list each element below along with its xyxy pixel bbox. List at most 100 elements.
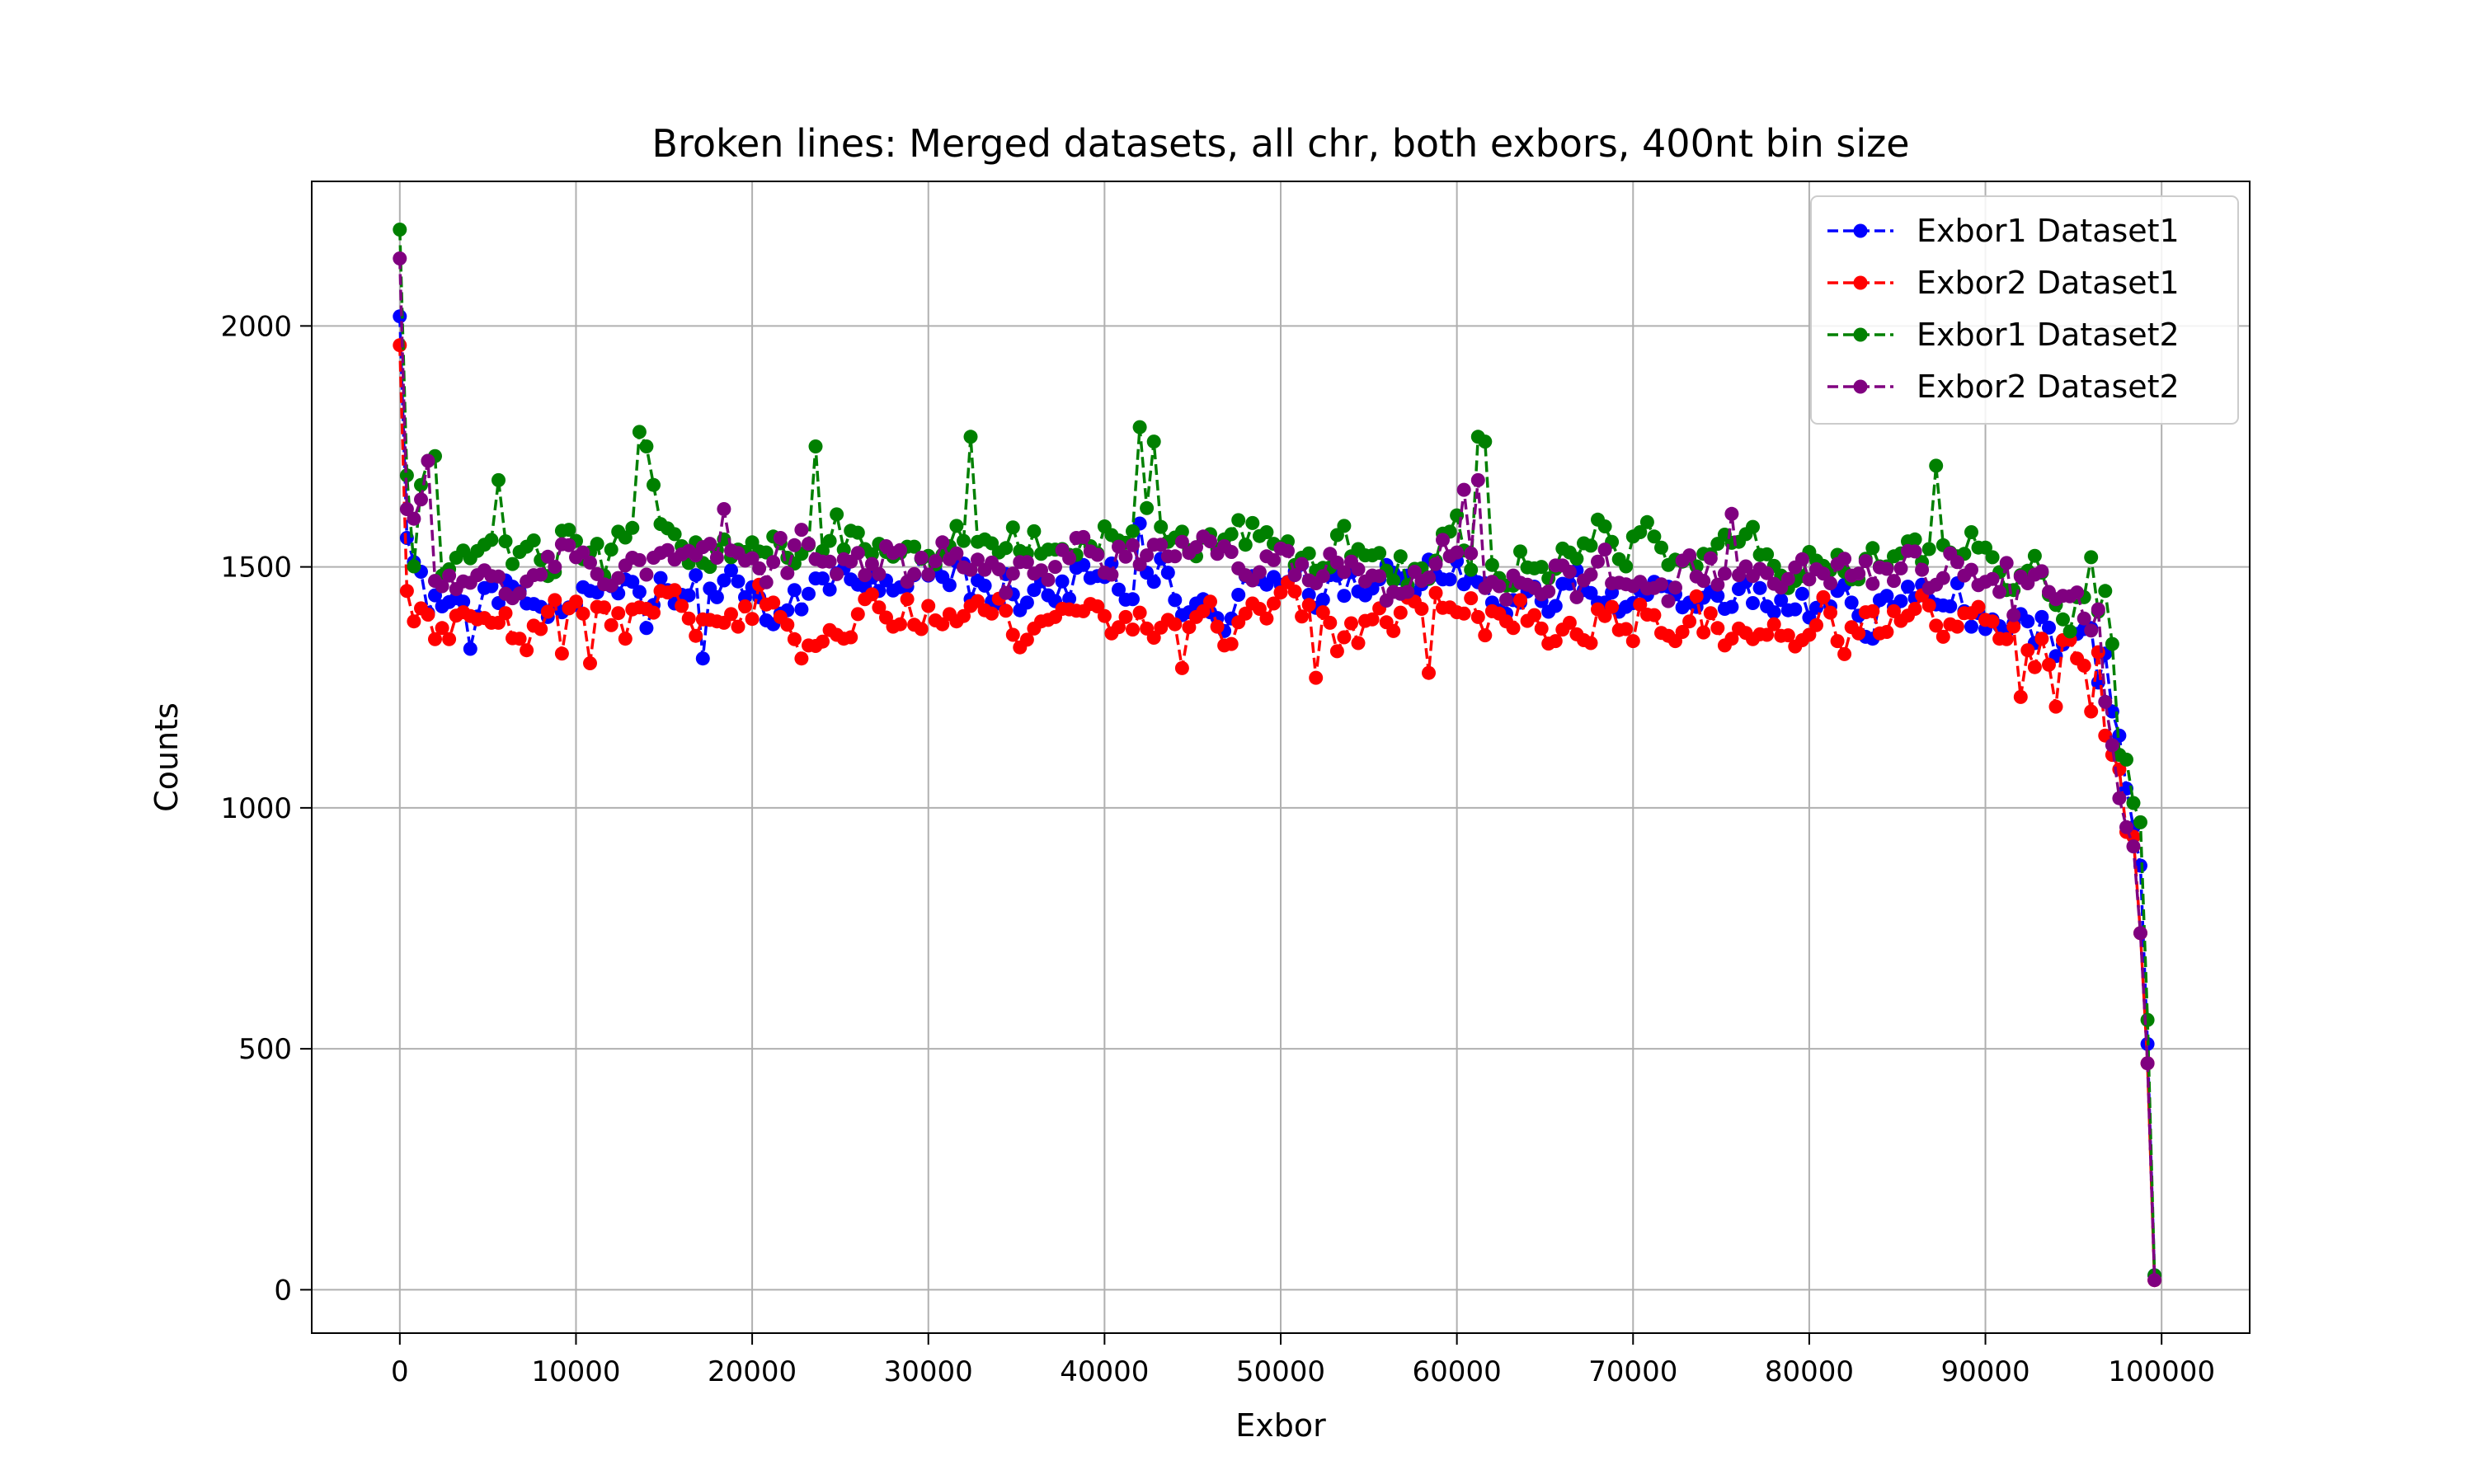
data-point <box>907 566 922 581</box>
data-point <box>2105 636 2119 651</box>
data-point <box>1062 591 1077 606</box>
data-point <box>1717 566 1732 581</box>
data-point <box>604 618 618 632</box>
data-point <box>498 606 513 621</box>
data-point <box>1548 634 1563 649</box>
data-point <box>2077 658 2091 673</box>
data-point <box>1689 589 1704 603</box>
data-point <box>816 634 830 649</box>
data-point <box>583 656 597 670</box>
data-point <box>1978 540 1992 555</box>
data-point <box>1823 605 1837 620</box>
grid <box>312 181 2250 1333</box>
data-point <box>724 563 738 578</box>
data-point <box>1752 580 1767 595</box>
data-point <box>864 556 879 571</box>
data-point <box>1464 562 1479 577</box>
data-point <box>1633 525 1648 539</box>
data-point <box>1295 609 1310 624</box>
data-point <box>1090 547 1105 562</box>
data-point <box>1999 556 2014 571</box>
data-point <box>1654 577 1668 592</box>
data-point <box>1484 557 1499 572</box>
data-point <box>2098 584 2113 599</box>
data-point <box>526 533 541 547</box>
data-point <box>1393 549 1408 564</box>
y-tick-label: 1000 <box>220 792 292 825</box>
data-point <box>1724 506 1739 521</box>
data-point <box>1295 556 1310 571</box>
data-point <box>484 533 499 547</box>
data-point <box>456 594 471 609</box>
data-point <box>1696 625 1711 640</box>
data-point <box>2020 643 2035 658</box>
data-point <box>1562 615 1577 630</box>
data-point <box>1090 599 1105 613</box>
data-point <box>1879 625 1894 639</box>
data-point <box>794 602 809 617</box>
data-point <box>1654 540 1668 555</box>
data-point <box>745 551 760 566</box>
data-point <box>759 545 774 560</box>
data-point <box>1118 609 1133 624</box>
data-point <box>1506 621 1521 636</box>
data-point <box>689 628 703 643</box>
data-point <box>1760 627 1775 642</box>
data-point <box>1337 565 1352 580</box>
data-point <box>1315 569 1330 584</box>
data-point <box>1569 589 1584 604</box>
data-point <box>1964 619 1978 634</box>
data-point <box>999 541 1014 556</box>
data-point <box>407 511 421 526</box>
data-point <box>1267 552 1281 567</box>
data-point <box>1041 572 1056 587</box>
data-point <box>780 618 795 632</box>
data-point <box>1569 552 1584 566</box>
data-point <box>639 621 654 636</box>
data-point <box>1943 599 1958 613</box>
data-point <box>2119 819 2133 834</box>
x-tick-label: 50000 <box>1236 1355 1325 1388</box>
data-point <box>949 519 964 533</box>
data-point <box>738 599 752 613</box>
data-point <box>1879 561 1894 576</box>
data-point <box>1174 534 1189 549</box>
data-point <box>1400 585 1415 599</box>
data-point <box>1112 582 1126 597</box>
data-point <box>1893 594 1908 608</box>
data-point <box>2126 839 2141 854</box>
data-point <box>1005 520 1020 535</box>
data-point <box>1851 566 1866 581</box>
data-point <box>1019 555 1034 570</box>
data-point <box>1174 660 1189 675</box>
data-point <box>1809 600 1823 615</box>
data-point <box>1287 584 1302 599</box>
data-point <box>569 594 583 609</box>
data-point <box>2133 815 2147 829</box>
data-point <box>399 502 414 516</box>
data-point <box>1281 543 1295 558</box>
data-point <box>1766 605 1781 620</box>
data-point <box>399 468 414 483</box>
data-point <box>442 568 457 583</box>
data-point <box>618 530 633 545</box>
data-point <box>921 599 936 613</box>
data-point <box>647 477 661 492</box>
data-point <box>611 571 626 585</box>
data-point <box>1950 619 1964 634</box>
data-point <box>1301 598 1316 613</box>
data-point <box>1436 533 1450 547</box>
data-point <box>1696 574 1711 589</box>
legend-marker <box>1853 379 1868 394</box>
data-point <box>830 507 844 522</box>
series-layer <box>393 223 2162 1288</box>
data-point <box>1682 548 1697 563</box>
data-point <box>1774 593 1789 608</box>
data-point <box>1245 515 1260 530</box>
data-point <box>1999 632 2014 646</box>
data-point <box>717 502 731 516</box>
data-point <box>1393 605 1408 620</box>
data-point <box>2034 632 2049 646</box>
data-point <box>1809 618 1823 632</box>
data-point <box>2147 1273 2162 1288</box>
